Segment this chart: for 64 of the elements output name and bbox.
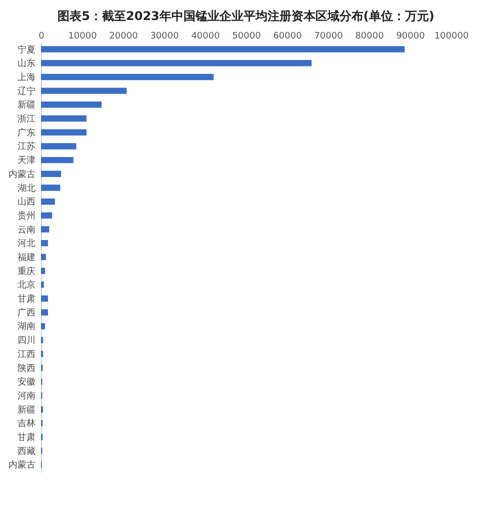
y-tick-label: 辽宁 [18, 86, 36, 97]
bar [41, 198, 55, 205]
bar [41, 156, 74, 164]
y-tick-label: 天津 [18, 155, 36, 166]
bar [41, 254, 46, 260]
y-tick-label: 河南 [18, 390, 36, 402]
y-tick-label: 四川 [18, 335, 36, 346]
y-tick-label: 安徽 [18, 376, 36, 388]
y-tick-label: 北京 [18, 280, 36, 291]
bar [41, 46, 405, 52]
bar [41, 282, 44, 288]
bar [41, 129, 87, 136]
y-tick-label: 甘肃 [18, 432, 36, 444]
y-tick-label: 福建 [18, 252, 36, 263]
x-tick-label: 90000 [396, 32, 426, 42]
x-tick-label: 100000 [434, 32, 469, 42]
bar [41, 184, 60, 191]
y-tick-label: 山西 [18, 196, 36, 208]
bar [41, 240, 48, 246]
y-tick-label: 甘肃 [18, 294, 36, 305]
y-tick-label: 上海 [18, 72, 36, 83]
bar [41, 115, 87, 122]
y-tick-label: 山东 [18, 58, 36, 70]
bar [41, 212, 52, 219]
bar [41, 170, 62, 178]
bar [41, 309, 48, 316]
y-tick-label: 湖北 [18, 182, 36, 194]
y-tick-label: 江苏 [18, 141, 36, 152]
y-tick-label: 宁夏 [18, 44, 36, 56]
bar [41, 102, 102, 108]
y-tick-label: 西藏 [18, 446, 36, 457]
y-tick-label: 吉林 [18, 418, 36, 430]
y-tick-label: 内蒙古 [8, 460, 36, 471]
y-tick-label: 云南 [18, 224, 36, 236]
y-tick-label: 广东 [18, 127, 36, 138]
y-tick-label: 湖南 [18, 321, 36, 332]
x-tick-label: 70000 [314, 32, 344, 42]
y-tick-label: 新疆 [18, 404, 36, 416]
x-tick-label: 80000 [355, 32, 384, 42]
bar [41, 74, 214, 80]
x-tick-label: 0 [38, 32, 45, 42]
x-tick-label: 30000 [150, 32, 180, 42]
x-tick-label: 60000 [273, 32, 302, 42]
y-tick-label: 广西 [18, 307, 36, 318]
bar [41, 268, 46, 274]
bar [41, 295, 48, 302]
y-tick-label: 贵州 [18, 210, 36, 222]
x-tick-label: 50000 [232, 32, 262, 42]
y-tick-label: 重庆 [18, 266, 36, 277]
y-tick-label: 浙江 [18, 114, 36, 125]
x-tick-label: 40000 [191, 32, 220, 42]
bar [41, 60, 312, 66]
x-tick-label: 10000 [68, 32, 98, 42]
bar [41, 226, 50, 232]
chart-title: 图表5：截至2023年中国锰业企业平均注册资本区域分布(单位：万元) [58, 9, 434, 23]
y-tick-label: 内蒙古 [8, 168, 36, 180]
y-tick-label: 陕西 [18, 362, 36, 374]
bar [41, 143, 76, 150]
y-tick-label: 新疆 [18, 100, 36, 111]
bar [41, 323, 46, 330]
y-tick-label: 河北 [18, 238, 36, 250]
y-tick-label: 江西 [18, 348, 36, 360]
x-tick-label: 20000 [109, 32, 138, 42]
bar [41, 88, 127, 94]
